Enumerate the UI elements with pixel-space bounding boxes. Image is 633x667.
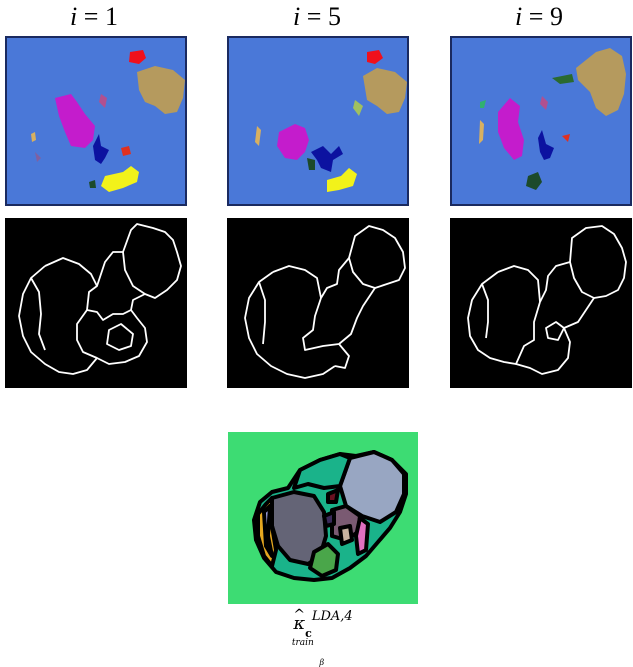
label-var: i xyxy=(70,2,78,31)
caption-subsup: train xyxy=(291,638,314,648)
segmentation-panel-1 xyxy=(5,36,187,206)
label-var: i xyxy=(293,2,301,31)
boundary-panel-3 xyxy=(450,218,632,388)
bottom-segmentation-panel xyxy=(228,432,418,604)
boundary-panel-2 xyxy=(227,218,409,388)
column-label-3: i = 9 xyxy=(515,2,563,31)
label-var: i xyxy=(515,2,523,31)
caption-sup: LDA,4 xyxy=(311,609,353,624)
segmentation-panel-3 xyxy=(450,36,632,206)
boundary-panel-1 xyxy=(5,218,187,388)
caption-subsub: β xyxy=(319,658,325,667)
bottom-caption: ^ κc LDA,4 train β xyxy=(228,607,418,667)
segmentation-panel-2 xyxy=(227,36,409,206)
caption-sub: c xyxy=(305,627,312,640)
column-label-1: i = 1 xyxy=(70,2,118,31)
column-label-2: i = 5 xyxy=(293,2,341,31)
caption-kappa: ^ κ xyxy=(293,607,306,634)
